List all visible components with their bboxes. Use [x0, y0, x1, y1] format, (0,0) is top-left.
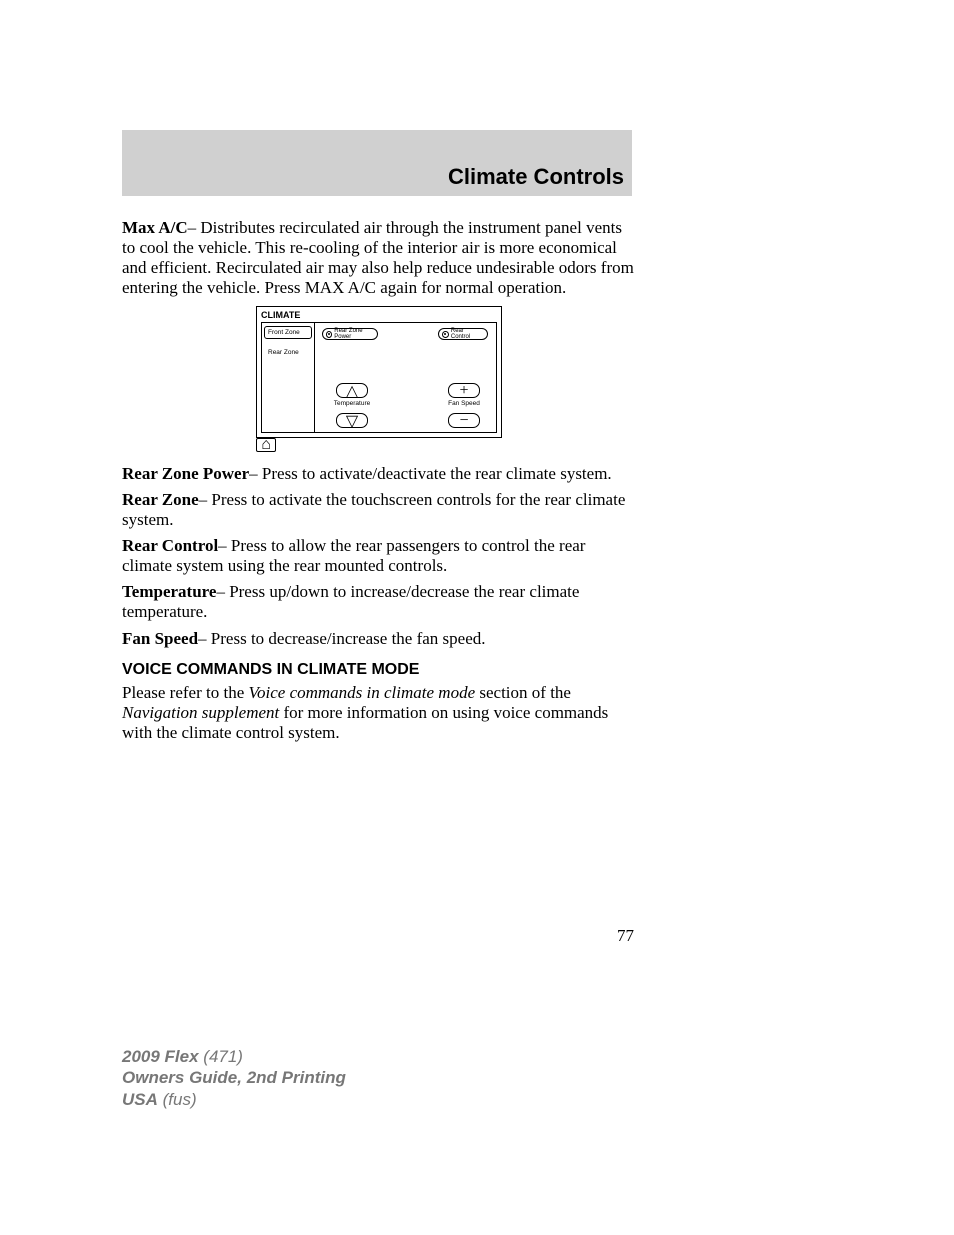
rear-zone-power-button[interactable]: Rear Zone Power	[322, 328, 378, 340]
voice-em2: Navigation supplement	[122, 703, 279, 722]
footer-region: USA	[122, 1090, 158, 1109]
minus-icon: −	[459, 412, 468, 430]
footer-line-2: Owners Guide, 2nd Printing	[122, 1067, 634, 1088]
triangle-up-icon: △	[346, 381, 358, 401]
label-rear-control: Rear Control	[122, 536, 218, 555]
footer-line-3: USA (fus)	[122, 1089, 634, 1110]
voice-pre: Please refer to the	[122, 683, 249, 702]
label-rear-zone: Rear Zone	[122, 490, 199, 509]
header-band: Climate Controls	[122, 130, 632, 196]
page: Climate Controls Max A/C– Distributes re…	[0, 0, 954, 1235]
tab-rear-zone[interactable]: Rear Zone	[264, 347, 312, 358]
section-heading-voice: VOICE COMMANDS IN CLIMATE MODE	[122, 661, 634, 679]
climate-outer-frame: CLIMATE Front Zone Rear Zone Rear Zone P…	[256, 306, 502, 438]
rear-control-label: Rear Control	[451, 328, 484, 340]
para-max-ac: Max A/C– Distributes recirculated air th…	[122, 218, 634, 298]
para-rear-control: Rear Control– Press to allow the rear pa…	[122, 536, 634, 576]
page-title: Climate Controls	[448, 164, 624, 190]
triangle-down-icon: ▽	[346, 411, 358, 431]
footer-line-1: 2009 Flex (471)	[122, 1046, 634, 1067]
text-rear-zone-power: – Press to activate/deactivate the rear …	[249, 464, 612, 483]
label-rear-zone-power: Rear Zone Power	[122, 464, 249, 483]
label-temperature: Temperature	[122, 582, 216, 601]
para-rear-zone: Rear Zone– Press to activate the touchsc…	[122, 490, 634, 530]
footer-region-code: (fus)	[158, 1090, 197, 1109]
fan-speed-minus-button[interactable]: −	[448, 413, 480, 428]
indicator-icon	[326, 331, 332, 338]
temperature-up-button[interactable]: △	[336, 383, 368, 398]
para-fan-speed: Fan Speed– Press to decrease/increase th…	[122, 629, 634, 649]
temperature-label: Temperature	[330, 400, 374, 407]
para-rear-zone-power: Rear Zone Power– Press to activate/deact…	[122, 464, 634, 484]
footer: 2009 Flex (471) Owners Guide, 2nd Printi…	[122, 1046, 634, 1110]
fan-speed-label: Fan Speed	[442, 400, 486, 407]
fan-speed-plus-button[interactable]: +	[448, 383, 480, 398]
rear-zone-power-label: Rear Zone Power	[334, 328, 374, 340]
footer-code: (471)	[199, 1047, 243, 1066]
body-column: Max A/C– Distributes recirculated air th…	[122, 218, 634, 749]
voice-mid: section of the	[475, 683, 571, 702]
home-icon: ⌂	[261, 436, 271, 454]
climate-divider	[314, 323, 315, 432]
tab-front-zone[interactable]: Front Zone	[264, 326, 312, 339]
label-fan-speed: Fan Speed	[122, 629, 198, 648]
indicator-icon	[442, 331, 449, 338]
label-max-ac: Max A/C	[122, 218, 188, 237]
climate-diagram: CLIMATE Front Zone Rear Zone Rear Zone P…	[256, 306, 500, 450]
para-temperature: Temperature– Press up/down to increase/d…	[122, 582, 634, 622]
home-button[interactable]: ⌂	[256, 438, 276, 452]
temperature-down-button[interactable]: ▽	[336, 413, 368, 428]
plus-icon: +	[459, 382, 468, 400]
page-number: 77	[122, 926, 634, 946]
text-fan-speed: – Press to decrease/increase the fan spe…	[198, 629, 485, 648]
para-voice: Please refer to the Voice commands in cl…	[122, 683, 634, 743]
footer-model: 2009 Flex	[122, 1047, 199, 1066]
climate-title: CLIMATE	[261, 310, 300, 320]
text-max-ac: – Distributes recirculated air through t…	[122, 218, 634, 297]
rear-control-button[interactable]: Rear Control	[438, 328, 488, 340]
climate-main-panel: Front Zone Rear Zone Rear Zone Power Rea…	[261, 322, 497, 433]
voice-em1: Voice commands in climate mode	[249, 683, 476, 702]
